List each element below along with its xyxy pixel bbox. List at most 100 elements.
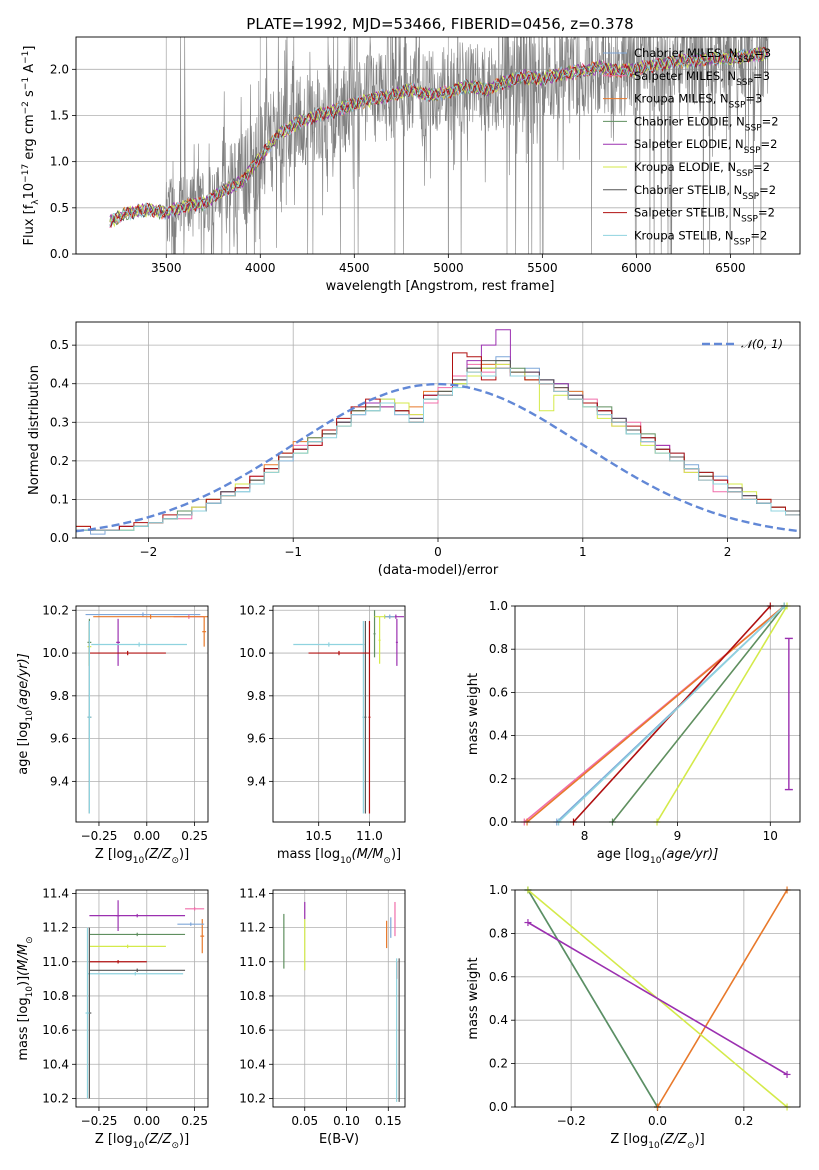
y-tick-label: 1.5	[50, 108, 69, 122]
legend-label: Kroupa MILES, NSSP=3	[634, 92, 762, 111]
residuals-panel: −2 −1 0 1 2 0.0 0.1 0.2 0.3 0.4 0.5 𝒩(0, 1) (data-mo…	[27, 321, 801, 578]
x-tick-label: 2	[724, 545, 732, 559]
y-tick-label: 0.6	[489, 970, 508, 984]
y-tick-label: 0.4	[50, 377, 69, 391]
chart-panels: 3500 4000 4500 5000 5500 6000 6500 0.0 0.5 1.0 1.5…	[16, 36, 801, 1151]
x-tick-label: 6500	[715, 261, 746, 275]
y-axis-label: Flux [fλ10−17 erg cm−2 s−1 A−1]	[21, 46, 41, 246]
weight-line	[526, 606, 785, 822]
y-tick-label: 0.5	[50, 201, 69, 215]
y-tick-label: 11.2	[42, 921, 69, 935]
x-tick-label: 5000	[433, 261, 464, 275]
y-tick-label: 10.8	[239, 989, 266, 1003]
axes-frame	[514, 605, 801, 823]
y-tick-label: 0.4	[489, 1013, 508, 1027]
x-axis-label: Z [log10(Z/Z⊙)]	[610, 1132, 704, 1151]
y-tick-label: 0.6	[489, 685, 508, 699]
weight-line	[558, 606, 785, 822]
x-tick-label: −1	[284, 545, 302, 559]
legend-label: Salpeter STELIB, NSSP=2	[634, 206, 775, 225]
y-tick-label: 10.2	[239, 603, 266, 617]
x-tick-label: 0.00	[133, 1114, 160, 1128]
axes-frame	[514, 889, 801, 1108]
x-axis-label: age [log10(age/yr)]	[597, 847, 719, 866]
weight-line	[611, 606, 785, 822]
y-tick-label: 0.2	[50, 454, 69, 468]
x-tick-label: 1	[579, 545, 587, 559]
y-tick-label: 0.4	[489, 729, 508, 743]
axes-frame	[75, 321, 801, 539]
legend-label: 𝒩(0, 1)	[741, 337, 783, 351]
x-axis-label: wavelength [Angstrom, rest frame]	[326, 279, 555, 294]
y-tick-label: 10.0	[42, 646, 69, 660]
weight-line	[656, 606, 788, 822]
x-tick-label: −0.2	[557, 1114, 586, 1128]
y-tick-label: 9.6	[50, 732, 69, 746]
age-vs-mass-panel: 10.5 11.0 9.4 9.6 9.8 10.0 10.2 mass [log10(M/M…	[239, 603, 406, 866]
spectrum-model-line	[109, 48, 769, 227]
mass-weight-vs-Z-panel: −0.2 0.0 0.2 0.0 0.2 0.4 0.6 0.8 1.0 Z [log10(Z/Z…	[466, 883, 801, 1151]
legend-label: Chabrier ELODIE, NSSP=2	[634, 114, 779, 133]
x-axis-label: mass [log10(M/M⊙)]	[277, 847, 401, 866]
axes-frame	[75, 605, 209, 823]
x-tick-label: 8	[581, 829, 589, 843]
y-tick-label: 0.0	[489, 815, 508, 829]
mass-vs-Z-panel: −0.25 0.00 0.25 10.2 10.4 10.6 10.8 11.0 11.2 11.…	[16, 886, 209, 1151]
y-tick-label: 10.2	[42, 1091, 69, 1105]
spectrum-model-line	[109, 46, 768, 228]
y-tick-label: 0.5	[50, 338, 69, 352]
x-tick-label: 0.0	[648, 1114, 667, 1128]
y-tick-label: 10.6	[42, 1023, 69, 1037]
x-axis-label: (data-model)/error	[378, 563, 499, 578]
y-axis-label: mass [log10)](M/M⊙	[16, 936, 35, 1060]
legend-label: Salpeter ELODIE, NSSP=2	[634, 137, 777, 156]
y-tick-label: 0.3	[50, 415, 69, 429]
x-axis-label: Z [log10(Z/Z⊙)]	[95, 847, 189, 866]
mass-weight-vs-age-panel: 8 9 10 0.0 0.2 0.4 0.6 0.8 1.0 age [log10(age/yr)…	[466, 599, 801, 866]
y-tick-label: 0.0	[50, 247, 69, 261]
x-tick-label: 6000	[621, 261, 652, 275]
x-axis-label: E(B-V)	[319, 1132, 359, 1147]
y-tick-label: 10.8	[42, 989, 69, 1003]
y-tick-label: 2.0	[50, 62, 69, 76]
weight-line	[527, 921, 788, 1076]
y-tick-label: 9.4	[50, 774, 69, 788]
legend-label: Kroupa STELIB, NSSP=2	[634, 228, 767, 247]
axes-frame	[272, 605, 406, 823]
x-tick-label: −2	[140, 545, 158, 559]
y-tick-label: 0.8	[489, 926, 508, 940]
mass-vs-ebv-panel: 0.05 0.10 0.15 10.2 10.4 10.6 10.8 11.0 11.2 11.4…	[239, 886, 406, 1147]
y-tick-label: 1.0	[489, 599, 508, 613]
x-tick-label: 0	[434, 545, 442, 559]
x-tick-label: 10	[763, 829, 778, 843]
spectrum-panel: 3500 4000 4500 5000 5500 6000 6500 0.0 0.5 1.0 1.5…	[21, 36, 801, 294]
x-tick-label: 9	[674, 829, 682, 843]
y-tick-label: 1.0	[489, 883, 508, 897]
x-tick-label: 10.5	[305, 829, 332, 843]
spectrum-model-line	[109, 47, 769, 228]
axes-frame	[75, 889, 209, 1108]
age-vs-Z-panel: −0.25 0.00 0.25 9.4 9.6 9.8 10.0 10.2 Z [log10(Z…	[16, 603, 209, 866]
x-tick-label: 0.05	[291, 1114, 318, 1128]
legend-label: Salpeter MILES, NSSP=3	[634, 69, 770, 88]
y-tick-label: 0.8	[489, 642, 508, 656]
x-tick-label: 3500	[151, 261, 182, 275]
y-tick-label: 11.4	[239, 886, 266, 900]
x-tick-label: 5500	[527, 261, 558, 275]
spectrum-data-line	[109, 37, 769, 254]
y-tick-label: 0.0	[489, 1100, 508, 1114]
x-tick-label: −0.25	[81, 829, 118, 843]
legend-label: Chabrier STELIB, NSSP=2	[634, 183, 776, 202]
weight-line	[527, 890, 659, 1107]
axes-frame	[75, 36, 801, 255]
weight-line	[656, 890, 788, 1107]
y-tick-label: 11.2	[239, 921, 266, 935]
x-tick-label: 0.10	[333, 1114, 360, 1128]
y-tick-label: 9.8	[50, 689, 69, 703]
x-tick-label: 0.25	[181, 829, 208, 843]
y-tick-label: 0.2	[489, 772, 508, 786]
y-tick-label: 0.2	[489, 1057, 508, 1071]
y-tick-label: 10.4	[239, 1057, 266, 1071]
y-tick-label: 11.0	[42, 955, 69, 969]
